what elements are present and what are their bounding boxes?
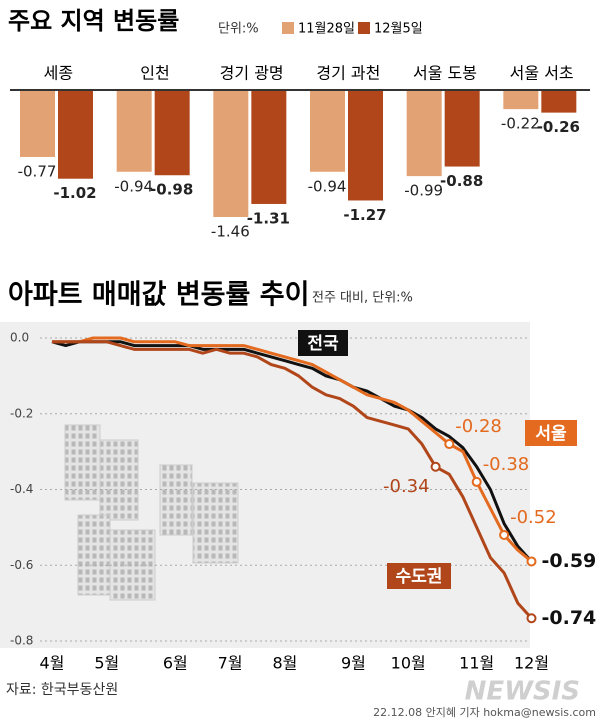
credit: 22.12.08 안지혜 기자 hokma@newsis.com (373, 706, 596, 719)
x-tick-label: 12월 (514, 654, 549, 673)
bar (213, 90, 249, 217)
y-tick-label: 0.0 (10, 331, 29, 345)
x-tick-label: 9월 (341, 654, 366, 673)
line-title: 아파트 매매값 변동률 추이 (8, 280, 309, 311)
series-tag (525, 420, 577, 446)
bar (503, 90, 539, 110)
x-tick-label: 4월 (40, 654, 65, 673)
watermark: NEWSIS (465, 677, 580, 707)
point-label: -0.74 (542, 607, 597, 629)
x-tick-label: 6월 (163, 654, 188, 673)
point-label: -0.59 (542, 550, 597, 572)
series-tag (387, 563, 451, 589)
legend-swatch (282, 22, 294, 34)
source: 자료: 한국부동산원 (6, 682, 118, 698)
y-tick-label: -0.4 (10, 482, 33, 496)
bar-title: 주요 지역 변동률 (8, 7, 179, 35)
category-label: 경기 광명 (220, 64, 284, 83)
category-label: 세종 (44, 64, 73, 83)
point (471, 476, 482, 487)
series-name: 전국 (307, 334, 339, 354)
x-tick-label: 7월 (218, 654, 243, 673)
buildings (64, 424, 239, 601)
bar (154, 90, 190, 176)
value-label: -1.27 (343, 206, 386, 224)
value-label: -0.99 (404, 182, 443, 200)
point (526, 613, 537, 624)
series-line (51, 340, 533, 563)
category-label: 인천 (140, 64, 169, 83)
point-label: -0.34 (383, 476, 430, 497)
y-tick-label: -0.8 (10, 634, 33, 648)
value-label: -0.26 (537, 118, 580, 136)
value-label: -0.77 (18, 162, 57, 180)
bar (58, 90, 93, 179)
bar (20, 90, 55, 157)
point (499, 529, 510, 540)
value-label: -1.02 (53, 184, 96, 202)
bar (251, 90, 287, 204)
bar (116, 90, 152, 172)
point-label: -0.52 (510, 507, 557, 528)
point (444, 439, 455, 450)
bar (348, 90, 383, 201)
x-tick-label: 8월 (272, 654, 297, 673)
series-tag (298, 330, 348, 356)
unit: 단위:% (218, 22, 259, 37)
point-label: -0.38 (483, 454, 530, 475)
bar (310, 90, 345, 172)
series-name: 서울 (535, 424, 567, 444)
legend-swatch (358, 22, 370, 34)
legend-label: 12월5일 (374, 22, 423, 37)
value-label: -0.88 (440, 172, 483, 190)
value-label: -1.46 (211, 223, 250, 241)
category-label: 서울 서초 (510, 64, 574, 83)
x-tick-label: 10월 (391, 654, 426, 673)
line-subtitle: 전주 대비, 단위:% (312, 291, 413, 306)
point-label: -0.28 (455, 416, 502, 437)
value-label: -1.31 (247, 209, 290, 227)
bar (406, 90, 442, 177)
point (430, 461, 441, 472)
value-label: -0.98 (150, 181, 193, 199)
legend-label: 11월28일 (298, 22, 355, 37)
x-tick-label: 5월 (94, 654, 119, 673)
value-label: -0.22 (501, 115, 540, 133)
value-label: -0.94 (114, 177, 153, 195)
category-label: 서울 도봉 (413, 64, 477, 83)
category-label: 경기 과천 (316, 64, 380, 83)
series-name: 수도권 (396, 567, 443, 587)
y-tick-label: -0.6 (10, 558, 33, 572)
value-label: -0.94 (308, 177, 347, 195)
x-tick-label: 11월 (459, 654, 494, 673)
series-line (52, 340, 533, 620)
bar (444, 90, 480, 167)
bar (541, 90, 577, 113)
y-tick-label: -0.2 (10, 406, 33, 420)
point (526, 556, 537, 567)
